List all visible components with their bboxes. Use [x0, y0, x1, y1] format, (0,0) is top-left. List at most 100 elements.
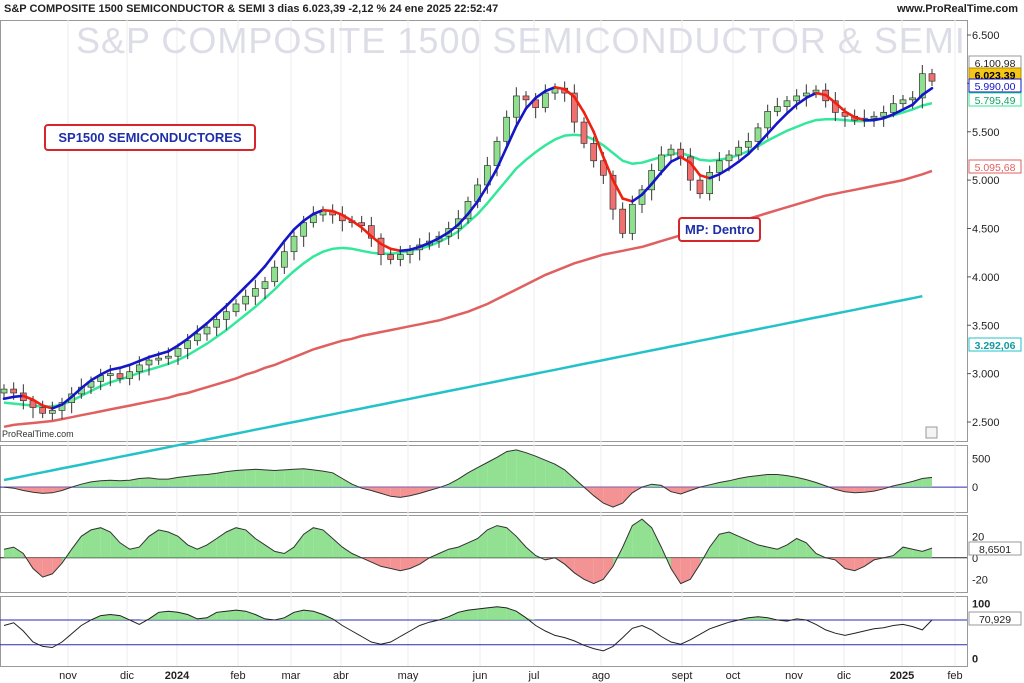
oscillator-2-area: [284, 547, 294, 558]
candle-body: [909, 97, 917, 101]
oscillator-3-area: [458, 610, 468, 620]
trend-segment: [476, 184, 489, 203]
oscillator-1-area: [100, 480, 111, 488]
trend-segment: [737, 152, 750, 164]
oscillator-2-area: [303, 527, 314, 558]
candle-body: [503, 116, 511, 142]
oscillator-2-value-tag: [968, 541, 1022, 556]
candle-body: [570, 92, 578, 123]
candle-body: [39, 407, 47, 414]
candle-body: [184, 340, 192, 349]
trend-segment: [592, 130, 605, 159]
oscillator-2-area: [42, 557, 53, 578]
oscillator-3-area: [226, 610, 236, 620]
oscillator-1-area: [506, 449, 517, 488]
oscillator-1-area: [390, 487, 401, 498]
oscillator-2-area: [468, 538, 478, 558]
oscillator-2-line: [3, 518, 933, 585]
oscillator-2-area: [110, 532, 120, 558]
oscillator-1-area: [332, 472, 343, 488]
oscillator-1-area: [845, 487, 855, 493]
candle-body: [599, 160, 607, 176]
panel-frame-3: [0, 596, 968, 667]
trend-segment: [312, 208, 325, 216]
oscillator-1-area: [129, 478, 140, 488]
oscillator-1-area: [120, 480, 130, 488]
oscillator-1-area: [535, 456, 546, 488]
trend-segment: [631, 193, 644, 203]
candle-body: [145, 359, 153, 366]
candle-body: [590, 143, 598, 162]
oscillator-1-area: [158, 479, 169, 488]
oscillator-1-area: [777, 474, 787, 488]
trend-segment: [408, 245, 421, 252]
oscillator-3-area: [448, 612, 459, 620]
oscillator-1-area: [468, 467, 478, 488]
oscillator-1-area: [835, 487, 845, 492]
oscillator-1-area: [767, 474, 778, 488]
oscillator-2-area: [294, 534, 304, 558]
candle-body: [280, 251, 288, 268]
oscillator-3-area: [506, 607, 517, 620]
candle-body: [880, 112, 888, 117]
oscillator-2-area: [71, 536, 82, 558]
candle-body: [106, 373, 114, 376]
trend-segment: [196, 322, 209, 333]
candle-body: [667, 148, 675, 156]
y-tick-label: 5.000: [972, 175, 1000, 187]
oscillator-1-area: [139, 477, 149, 488]
oscillator-1-area: [236, 469, 246, 488]
oscillator-1-area: [303, 468, 314, 488]
oscillator-1-area: [400, 487, 410, 498]
oscillator-1-area: [52, 487, 62, 493]
trend-segment: [41, 404, 54, 410]
oscillator-1-area: [265, 469, 275, 488]
trend-segment: [515, 107, 528, 128]
trend-segment: [128, 359, 141, 367]
oscillator-1-area: [110, 480, 120, 488]
trend-segment: [563, 87, 576, 99]
candle-body: [706, 172, 714, 195]
candle-body: [222, 311, 230, 320]
y-tick-label: 4.000: [972, 272, 1000, 284]
oscillator-1-area: [33, 487, 43, 494]
x-tick-label: mar: [282, 670, 301, 682]
oscillator-1-area: [294, 468, 304, 488]
trend-segment: [892, 108, 905, 116]
oscillator-2-area: [187, 544, 198, 558]
trend-segment: [176, 337, 189, 347]
candle-body: [48, 410, 56, 414]
trend-segment: [544, 85, 557, 93]
oscillator-1-area: [419, 487, 430, 494]
oscillator-2-area: [149, 529, 159, 558]
oscillator-2-area: [709, 534, 720, 558]
candle-body: [271, 266, 279, 283]
price-tag: [968, 159, 1022, 174]
oscillator-1-area: [903, 481, 913, 488]
trend-segment: [157, 350, 170, 356]
oscillator-2-area: [671, 557, 681, 584]
trend-segment: [254, 264, 267, 279]
panel-frame-0: [0, 20, 968, 442]
candle-body: [657, 154, 665, 171]
trend-segment: [31, 398, 44, 407]
oscillator-1-area: [81, 481, 91, 488]
oscillator-1-area: [516, 449, 526, 488]
oscillator-1-area: [497, 451, 507, 488]
oscillator-2-area: [265, 544, 275, 558]
trend-segment: [727, 160, 740, 170]
trend-segment: [814, 91, 827, 97]
oscillator-1-area: [738, 476, 749, 488]
oscillator-3-area: [313, 611, 323, 620]
oscillator-2-area: [381, 557, 391, 569]
candle-body: [290, 235, 298, 253]
candle-body: [135, 364, 143, 373]
oscillator-2-area: [487, 525, 497, 558]
trend-segment: [350, 219, 363, 229]
trend-segment: [660, 160, 673, 174]
oscillator-2-area: [680, 557, 691, 584]
candle-body: [512, 95, 520, 118]
oscillator-1-area: [526, 452, 536, 488]
x-tick-label: jun: [472, 670, 488, 682]
oscillator-1-area: [806, 479, 816, 488]
